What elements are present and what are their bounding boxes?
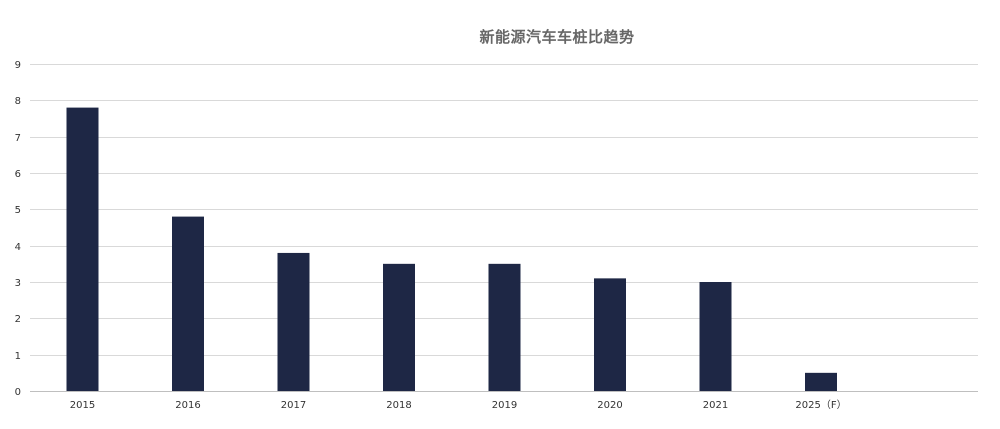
y-tick-label: 1 — [15, 351, 21, 362]
y-tick-label: 9 — [15, 60, 21, 71]
y-tick-label: 3 — [15, 278, 21, 289]
bar-2019 — [488, 263, 521, 391]
x-axis-ticks: 2015 2016 2017 2018 2019 2020 2021 2025（F） — [70, 399, 847, 411]
x-tick-label: 2017 — [281, 400, 306, 411]
y-tick-label: 6 — [15, 169, 21, 180]
chart-title: 新能源汽车车桩比趋势 — [479, 28, 635, 46]
x-tick-label: 2018 — [386, 400, 411, 411]
x-tick-label: 2016 — [175, 400, 200, 411]
bars — [66, 107, 837, 391]
bar-2015 — [66, 107, 99, 391]
bar-2016 — [172, 216, 204, 391]
bar-2025（F） — [805, 372, 837, 391]
bar-2017 — [277, 252, 310, 391]
y-tick-label: 5 — [15, 205, 21, 216]
x-tick-label: 2019 — [492, 400, 517, 411]
bar-2021 — [699, 282, 732, 391]
bar-2018 — [383, 263, 415, 391]
x-tick-label: 2025（F） — [795, 399, 846, 411]
x-tick-label: 2021 — [703, 400, 728, 411]
y-tick-label: 8 — [15, 96, 21, 107]
x-tick-label: 2015 — [70, 400, 95, 411]
y-tick-label: 4 — [15, 242, 21, 253]
y-tick-label: 7 — [15, 133, 21, 144]
y-axis-ticks: 0 1 2 3 4 5 6 7 8 9 — [15, 60, 21, 398]
y-tick-label: 2 — [15, 314, 21, 325]
x-tick-label: 2020 — [597, 400, 622, 411]
y-tick-label: 0 — [15, 387, 21, 398]
bar-2020 — [594, 278, 626, 391]
